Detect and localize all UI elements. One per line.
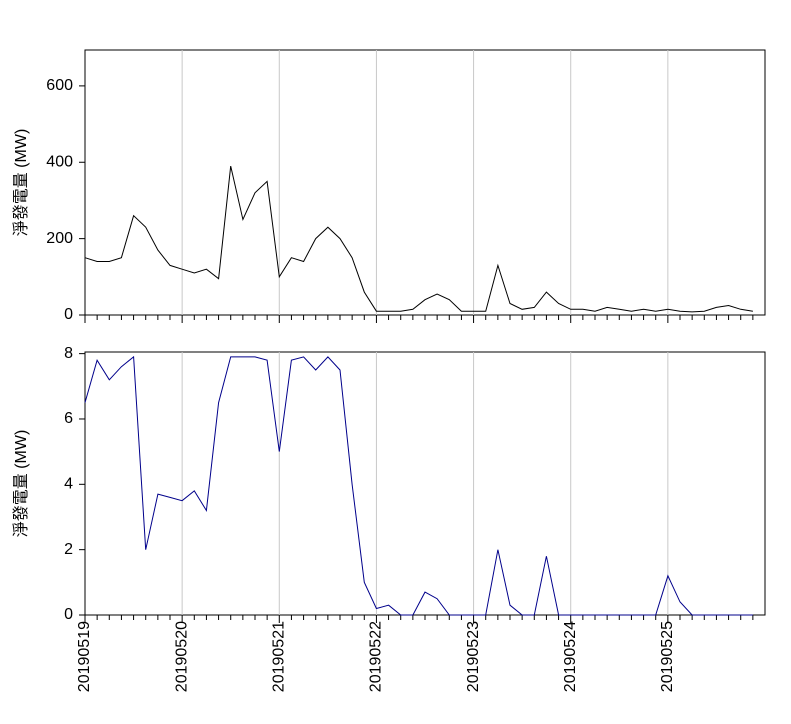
x-tick-label: 20190523 [465, 621, 482, 692]
x-tick-label: 20190525 [659, 621, 676, 692]
y-tick-label: 0 [64, 306, 73, 323]
y-tick-label: 2 [64, 541, 73, 558]
series-line [84, 165, 753, 313]
x-tick-label: 20190521 [271, 621, 288, 692]
y-tick-label: 200 [46, 230, 73, 247]
y-tick-label: 4 [64, 476, 73, 493]
y-axis-label: 淨發電量 (MW) [12, 129, 30, 237]
x-tick-label: 20190520 [173, 621, 190, 692]
y-tick-label: 0 [64, 606, 73, 623]
y-axis-label: 淨發電量 (MW) [12, 430, 30, 538]
x-tick-label: 20190524 [562, 621, 579, 692]
y-tick-label: 6 [64, 410, 73, 427]
plot-frame [84, 351, 766, 616]
y-tick-label: 400 [46, 153, 73, 170]
x-tick-label: 20190522 [368, 621, 385, 692]
series-line [84, 355, 753, 616]
plot-frame [84, 49, 766, 316]
y-tick-label: 8 [64, 345, 73, 362]
y-tick-label: 600 [46, 77, 73, 94]
x-tick-label: 20190519 [76, 621, 93, 692]
